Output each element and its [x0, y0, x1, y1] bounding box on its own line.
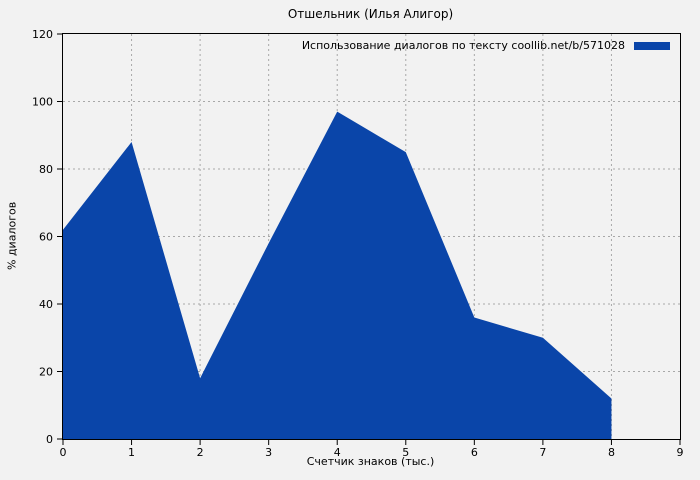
y-tick-label: 20 — [39, 366, 53, 379]
chart-title: Отшельник (Илья Алигор) — [287, 7, 454, 21]
legend-swatch — [634, 41, 670, 50]
y-axis-title: % диалогов — [5, 201, 19, 270]
x-tick-label: 1 — [128, 446, 135, 459]
y-tick-label: 40 — [39, 298, 53, 311]
area-series — [63, 111, 612, 439]
x-tick-label: 2 — [197, 446, 204, 459]
legend: Использование диалогов по тексту coollib… — [302, 39, 670, 52]
y-tick-label: 0 — [46, 433, 53, 446]
x-tick-label: 7 — [539, 446, 546, 459]
plot-area: 0 1 2 3 4 5 6 7 8 9 0 20 40 60 80 100 120 Использование … — [32, 28, 684, 459]
x-tick-label: 9 — [677, 446, 684, 459]
x-tick-label: 3 — [265, 446, 272, 459]
x-tick-label: 5 — [402, 446, 409, 459]
x-tick-label: 8 — [608, 446, 615, 459]
x-tick-label: 4 — [334, 446, 341, 459]
y-tick-label: 100 — [32, 96, 53, 109]
y-tick-label: 120 — [32, 28, 53, 41]
plot-svg: 0 1 2 3 4 5 6 7 8 9 0 20 40 60 80 100 120 — [32, 28, 684, 459]
y-tick-label: 60 — [39, 231, 53, 244]
x-tick-label: 0 — [60, 446, 67, 459]
x-tick-label: 6 — [471, 446, 478, 459]
x-axis-title: Счетчик знаков (тыс.) — [306, 455, 435, 468]
legend-label: Использование диалогов по тексту coollib… — [301, 39, 625, 52]
y-tick-label: 80 — [39, 163, 53, 176]
